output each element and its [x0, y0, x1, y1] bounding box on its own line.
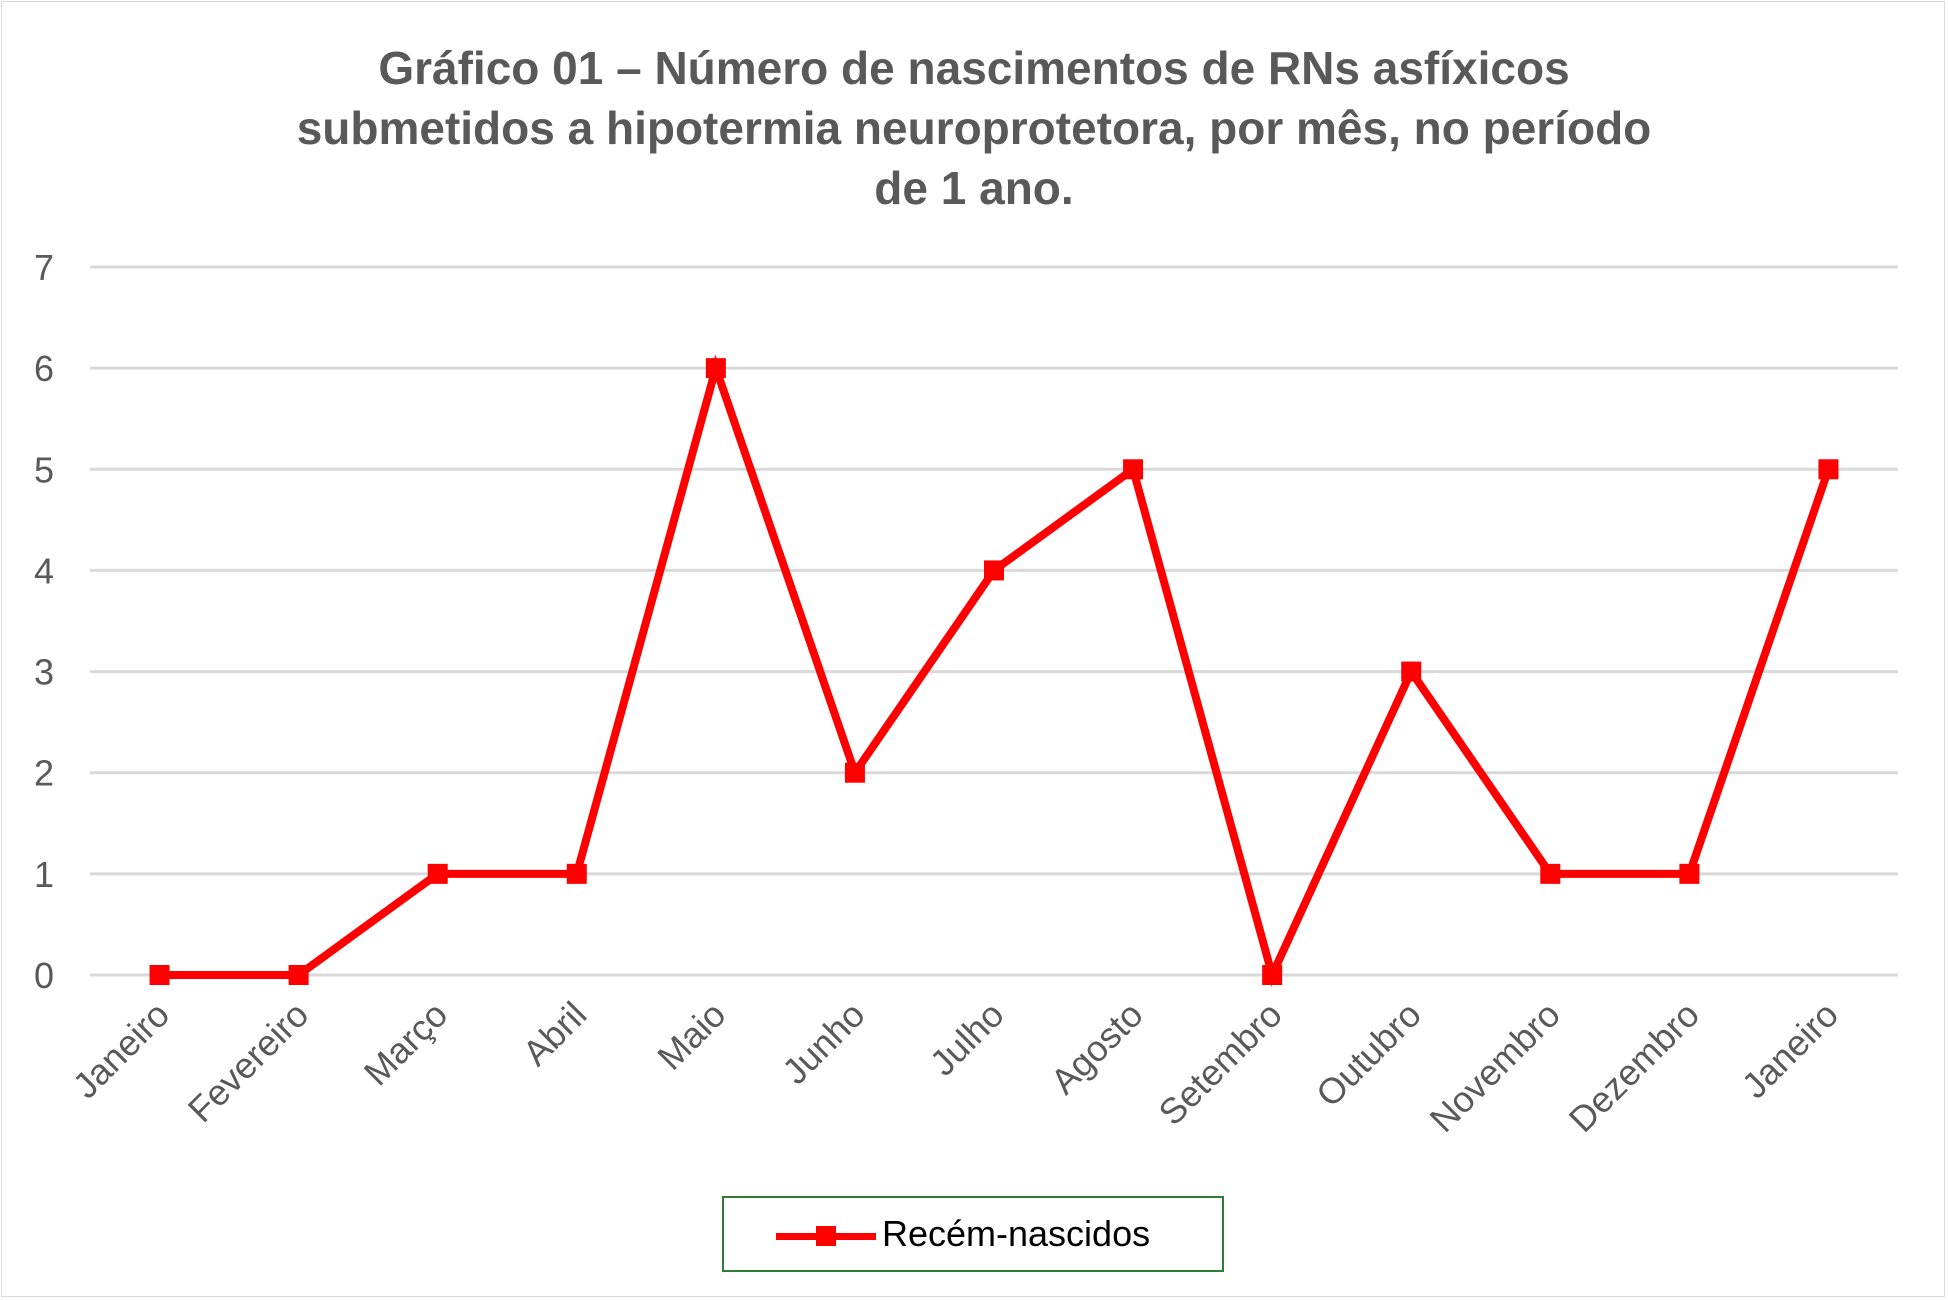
x-tick-label: Maio [649, 994, 733, 1078]
x-tick-label: Janeiro [65, 994, 177, 1106]
x-tick-label: Dezembro [1561, 994, 1707, 1140]
data-point-marker [427, 863, 448, 884]
y-tick-label: 2 [34, 753, 54, 794]
data-point-marker [984, 560, 1004, 581]
x-tick-label: Abril [515, 994, 595, 1074]
data-point-marker [149, 965, 170, 985]
data-point-marker [705, 358, 726, 379]
data-point-marker [1679, 863, 1700, 884]
legend-label: Recém-nascidos [882, 1213, 1151, 1254]
x-tick-label: Agosto [1042, 994, 1150, 1102]
legend: Recém-nascidos [722, 1196, 1224, 1272]
data-point-marker [566, 863, 587, 884]
x-tick-label: Março [356, 994, 456, 1094]
legend-square-marker-icon [816, 1226, 836, 1246]
x-tick-label: Fevereiro [180, 994, 317, 1131]
data-point-marker [844, 762, 865, 783]
chart-title-line-2: submetidos a hipotermia neuroprotetora, … [296, 102, 1652, 154]
chart-title: Gráfico 01 – Número de nascimentos de RN… [180, 38, 1768, 218]
data-point-marker [1262, 965, 1283, 985]
x-tick-label: Setembro [1150, 994, 1289, 1133]
data-point-marker [1401, 661, 1422, 682]
data-point-marker [1818, 459, 1839, 480]
chart-title-line-1: Gráfico 01 – Número de nascimentos de RN… [378, 42, 1570, 94]
gridlines [90, 265, 1898, 977]
y-tick-label: 7 [34, 247, 54, 288]
series-recem-nascidos [149, 354, 1839, 987]
chart-title-line-3: de 1 ano. [874, 162, 1074, 214]
x-tick-label: Outubro [1308, 994, 1429, 1115]
data-point-marker [1540, 863, 1561, 884]
y-tick-label: 3 [34, 652, 54, 693]
x-tick-label: Janeiro [1734, 994, 1846, 1106]
x-tick-label: Julho [922, 994, 1012, 1084]
x-tick-label: Junho [774, 994, 872, 1092]
y-tick-label: 0 [34, 955, 54, 996]
data-point-marker [288, 965, 309, 985]
x-axis-tick-labels: Janeiro Fevereiro Março Abril Maio Junho Julho… [65, 994, 1846, 1140]
x-tick-label: Novembro [1422, 994, 1568, 1140]
y-axis-tick-labels: 0 1 2 3 4 5 6 7 [34, 247, 54, 996]
y-tick-label: 1 [34, 854, 54, 895]
y-tick-label: 6 [34, 348, 54, 389]
y-tick-label: 4 [34, 550, 54, 591]
data-point-marker [1123, 459, 1144, 480]
y-tick-label: 5 [34, 449, 54, 490]
